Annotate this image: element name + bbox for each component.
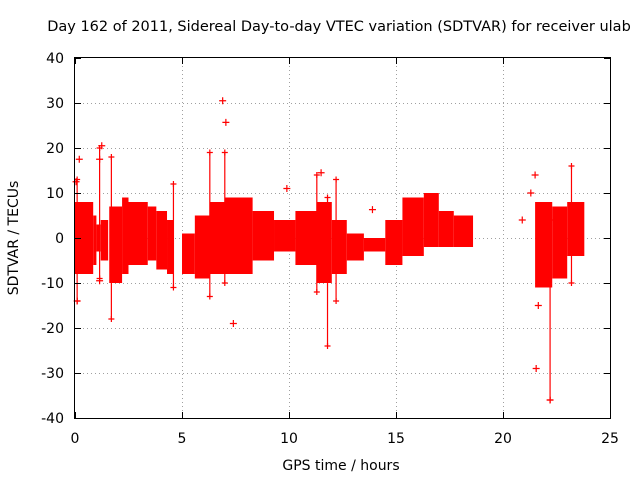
- data-point: [96, 155, 104, 163]
- data-point: [75, 155, 83, 163]
- data-band: [274, 220, 296, 252]
- data-point: [206, 293, 213, 300]
- data-band: [567, 202, 585, 256]
- data-point: [547, 217, 554, 223]
- data-point: [219, 97, 227, 105]
- data-point: [317, 169, 325, 177]
- y-tick-label: 0: [55, 231, 64, 247]
- data-band: [167, 220, 174, 274]
- y-tick-label: -30: [41, 366, 64, 382]
- x-tick-label: 20: [494, 431, 512, 447]
- data-point: [221, 149, 228, 156]
- data-point: [96, 277, 104, 285]
- data-band: [75, 202, 94, 274]
- y-tick-label: -20: [41, 321, 64, 337]
- data-point: [368, 206, 376, 214]
- data-band: [224, 197, 253, 274]
- data-band: [423, 193, 439, 247]
- data-band: [109, 206, 123, 283]
- data-point: [170, 284, 177, 291]
- data-band: [453, 215, 474, 247]
- data-point: [108, 154, 115, 160]
- data-band: [385, 220, 403, 265]
- x-axis-label: GPS time / hours: [282, 458, 399, 474]
- data-point: [229, 320, 237, 327]
- data-point: [532, 365, 540, 372]
- data-band: [194, 215, 210, 279]
- y-axis-label: SDTVAR / TECUs: [6, 181, 22, 296]
- data-band: [128, 202, 148, 265]
- data-point: [98, 142, 106, 150]
- y-tick-label: -10: [41, 276, 64, 292]
- data-point: [518, 216, 526, 224]
- y-tick-label: -40: [41, 411, 64, 427]
- data-band: [316, 202, 332, 283]
- data-band: [346, 233, 364, 261]
- data-band: [552, 206, 568, 279]
- x-tick-label: 10: [280, 431, 298, 447]
- x-tick-label: 25: [601, 431, 619, 447]
- data-series-sdtvar: [72, 97, 585, 404]
- data-band: [331, 220, 347, 274]
- data-band: [96, 224, 101, 252]
- data-band: [363, 238, 386, 252]
- x-tick-label: 15: [387, 431, 405, 447]
- data-point: [324, 194, 331, 201]
- data-band: [402, 197, 424, 256]
- data-point: [534, 302, 542, 309]
- data-band: [147, 206, 157, 261]
- x-tick-label: 0: [71, 431, 80, 447]
- data-band: [122, 197, 129, 274]
- data-point: [221, 280, 228, 286]
- data-point: [206, 149, 213, 156]
- data-point: [283, 185, 291, 192]
- data-point: [170, 181, 177, 187]
- data-point: [527, 189, 535, 197]
- data-point: [324, 343, 331, 349]
- data-point: [108, 316, 115, 322]
- data-point: [313, 172, 320, 178]
- data-point: [72, 178, 80, 186]
- data-point: [568, 163, 575, 169]
- data-point: [531, 171, 539, 179]
- data-band: [209, 202, 225, 274]
- axes: 0 5 10 15 20 25 -40 -30 -20 -10 0 10 20 30 40: [41, 51, 619, 447]
- data-point: [546, 396, 554, 404]
- data-point: [568, 280, 575, 286]
- y-tick-label: 20: [46, 141, 64, 157]
- data-band: [535, 202, 553, 288]
- x-tick-label: 5: [178, 431, 187, 447]
- data-band: [438, 211, 454, 247]
- y-tick-label: 10: [46, 186, 64, 202]
- chart-title: Day 162 of 2011, Sidereal Day-to-day VTE…: [47, 19, 631, 35]
- data-band: [182, 233, 195, 274]
- y-tick-label: 40: [46, 51, 64, 67]
- data-band: [156, 211, 168, 270]
- data-point: [333, 176, 340, 183]
- data-point: [313, 289, 320, 295]
- data-band: [93, 215, 97, 265]
- data-point: [333, 298, 340, 304]
- data-band: [100, 220, 109, 261]
- y-tick-label: 30: [46, 96, 64, 112]
- data-band: [252, 211, 275, 261]
- plot-frame: [74, 57, 611, 419]
- data-band: [295, 211, 317, 265]
- data-point: [222, 118, 230, 126]
